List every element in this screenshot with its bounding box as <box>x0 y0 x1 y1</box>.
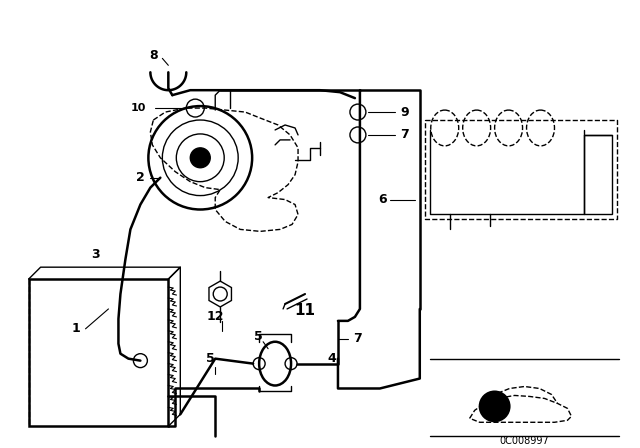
Bar <box>29 279 168 426</box>
Text: 5: 5 <box>206 352 214 365</box>
Text: 0C008997: 0C008997 <box>500 436 549 446</box>
Text: 4: 4 <box>328 352 337 365</box>
Text: 12: 12 <box>207 310 224 323</box>
Text: 5: 5 <box>253 330 262 343</box>
Text: 7: 7 <box>401 129 409 142</box>
Text: 10: 10 <box>131 103 146 113</box>
Text: 9: 9 <box>401 106 409 119</box>
Text: 11: 11 <box>294 303 316 319</box>
Circle shape <box>190 148 210 168</box>
Circle shape <box>479 391 511 422</box>
Text: 3: 3 <box>91 248 100 261</box>
Text: 7: 7 <box>353 332 362 345</box>
Text: 6: 6 <box>378 193 387 206</box>
Text: 1: 1 <box>71 322 80 335</box>
Bar <box>584 135 612 215</box>
Text: 8: 8 <box>149 49 157 62</box>
Text: 2: 2 <box>136 171 145 184</box>
